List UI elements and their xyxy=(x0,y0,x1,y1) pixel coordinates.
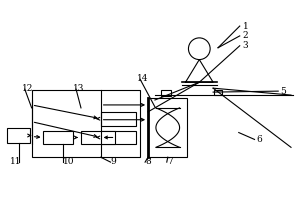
Text: 10: 10 xyxy=(63,157,75,166)
Text: 13: 13 xyxy=(73,84,85,93)
Text: 9: 9 xyxy=(111,157,116,166)
Text: 14: 14 xyxy=(137,74,149,83)
Text: 6: 6 xyxy=(256,135,262,144)
Text: 2: 2 xyxy=(243,31,248,40)
Text: 1: 1 xyxy=(243,22,248,31)
Bar xyxy=(81,131,116,144)
Bar xyxy=(7,128,30,143)
Bar xyxy=(214,90,222,95)
Text: 3: 3 xyxy=(243,41,248,50)
Bar xyxy=(101,131,136,144)
Bar xyxy=(148,98,188,157)
Bar xyxy=(101,112,136,126)
Text: 5: 5 xyxy=(280,87,286,96)
Text: 12: 12 xyxy=(22,84,33,93)
Bar xyxy=(44,131,73,144)
Bar xyxy=(32,90,140,157)
Text: 11: 11 xyxy=(10,157,22,166)
Bar xyxy=(161,90,171,96)
Text: 8: 8 xyxy=(145,157,151,166)
Text: 7: 7 xyxy=(167,157,172,166)
